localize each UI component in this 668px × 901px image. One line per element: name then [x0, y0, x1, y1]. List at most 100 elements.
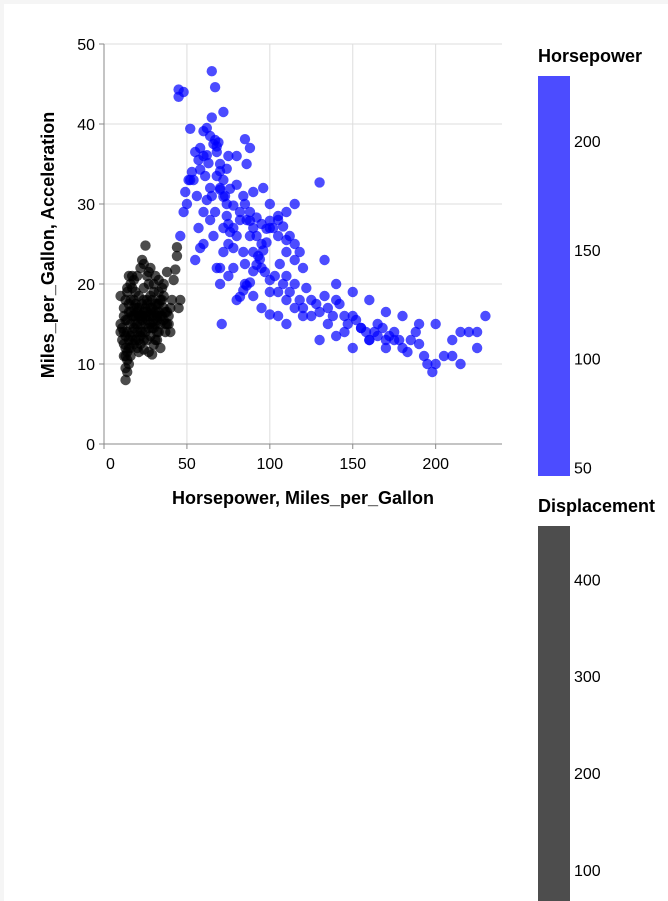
- point-horsepower-mpg: [319, 290, 330, 302]
- point-mpg-acceleration: [117, 334, 128, 346]
- point-mpg-acceleration: [140, 240, 151, 251]
- point-horsepower-mpg: [239, 134, 251, 145]
- point-horsepower-mpg: [239, 278, 251, 290]
- legend-tick-label: 100: [574, 863, 601, 880]
- point-mpg-acceleration: [135, 318, 146, 330]
- x-tick-label: 50: [178, 456, 196, 473]
- x-axis-ticks: 0 50 100 150 200: [103, 444, 449, 473]
- point-horsepower-mpg: [248, 290, 259, 302]
- point-horsepower-mpg: [410, 326, 421, 338]
- point-horsepower-mpg: [180, 186, 191, 198]
- point-horsepower-mpg: [204, 130, 216, 142]
- point-horsepower-mpg: [231, 179, 242, 190]
- point-horsepower-mpg: [364, 334, 375, 346]
- legend-tick-label: 50: [574, 460, 592, 477]
- legend-tick-label: 100: [574, 352, 601, 369]
- point-horsepower-mpg: [438, 350, 450, 362]
- point-horsepower-mpg: [190, 146, 201, 158]
- point-horsepower-mpg: [274, 258, 285, 270]
- point-horsepower-mpg: [216, 318, 227, 330]
- point-horsepower-mpg: [264, 286, 276, 298]
- point-horsepower-mpg: [413, 338, 425, 350]
- point-horsepower-mpg: [178, 86, 189, 98]
- point-horsepower-mpg: [183, 174, 194, 186]
- point-horsepower-mpg: [455, 326, 466, 338]
- point-horsepower-mpg: [211, 262, 222, 274]
- point-horsepower-mpg: [294, 246, 305, 258]
- point-horsepower-mpg: [277, 221, 289, 232]
- point-horsepower-mpg: [347, 342, 358, 354]
- point-horsepower-mpg: [175, 230, 186, 242]
- point-horsepower-mpg: [480, 310, 491, 322]
- point-horsepower-mpg: [355, 322, 367, 334]
- point-horsepower-mpg: [248, 266, 259, 277]
- point-mpg-acceleration: [146, 349, 158, 360]
- point-horsepower-mpg: [422, 358, 433, 370]
- point-horsepower-mpg: [272, 286, 284, 298]
- point-mpg-acceleration: [115, 326, 126, 338]
- point-mpg-acceleration: [166, 294, 178, 306]
- point-horsepower-mpg: [397, 310, 408, 322]
- point-horsepower-mpg: [281, 206, 292, 218]
- point-horsepower-mpg: [272, 210, 284, 222]
- legend-color-bar-horsepower: [538, 76, 570, 476]
- point-horsepower-mpg: [223, 150, 234, 162]
- point-horsepower-mpg: [190, 254, 201, 266]
- point-horsepower-mpg: [430, 358, 441, 370]
- point-horsepower-mpg: [314, 334, 325, 346]
- point-horsepower-mpg: [322, 302, 334, 314]
- point-horsepower-mpg: [193, 222, 204, 234]
- scatter-points: [115, 66, 491, 386]
- point-mpg-acceleration: [165, 302, 176, 314]
- point-horsepower-mpg: [218, 174, 229, 186]
- x-tick-label: 150: [339, 456, 366, 473]
- point-horsepower-mpg: [281, 294, 292, 306]
- legend-title-horsepower: Horsepower: [538, 46, 642, 66]
- point-mpg-acceleration: [138, 334, 149, 346]
- point-horsepower-mpg: [471, 326, 483, 338]
- point-horsepower-mpg: [206, 66, 217, 77]
- point-horsepower-mpg: [239, 198, 251, 210]
- point-horsepower-mpg: [248, 222, 259, 234]
- y-tick-label: 30: [77, 197, 95, 214]
- point-mpg-acceleration: [163, 310, 174, 322]
- point-horsepower-mpg: [269, 270, 281, 282]
- point-horsepower-mpg: [231, 294, 242, 306]
- legend-tick-label: 200: [574, 134, 601, 151]
- point-horsepower-mpg: [284, 230, 295, 242]
- point-horsepower-mpg: [258, 182, 269, 194]
- point-mpg-acceleration: [125, 330, 136, 342]
- point-mpg-acceleration: [136, 326, 148, 338]
- point-horsepower-mpg: [178, 206, 189, 218]
- point-horsepower-mpg: [447, 350, 458, 362]
- point-horsepower-mpg: [289, 198, 300, 210]
- point-horsepower-mpg: [191, 190, 203, 202]
- point-mpg-acceleration: [175, 294, 186, 306]
- point-mpg-acceleration: [120, 374, 131, 386]
- point-horsepower-mpg: [430, 318, 441, 330]
- chart-canvas: 0 10 20 30 40 50 0 50 100 150 200 Horsepower, Mil…: [4, 4, 668, 901]
- point-horsepower-mpg: [405, 334, 416, 346]
- y-axis-ticks: 0 10 20 30 40 50: [77, 37, 104, 454]
- point-horsepower-mpg: [238, 190, 249, 202]
- point-mpg-acceleration: [151, 326, 163, 338]
- point-mpg-acceleration: [171, 250, 183, 262]
- point-mpg-acceleration: [168, 274, 179, 286]
- point-horsepower-mpg: [201, 122, 213, 134]
- legend-title-displacement: Displacement: [538, 496, 655, 516]
- point-horsepower-mpg: [241, 158, 252, 170]
- point-mpg-acceleration: [126, 282, 138, 294]
- point-mpg-acceleration: [118, 350, 130, 362]
- legend-tick-label: 400: [574, 572, 601, 589]
- legend-tick-label: 200: [574, 766, 601, 783]
- legend-displacement: Displacement 400 300 200 100: [538, 496, 655, 901]
- point-horsepower-mpg: [261, 237, 272, 248]
- legend-horsepower: Horsepower 200 150 100 50: [538, 46, 642, 477]
- point-horsepower-mpg: [330, 278, 342, 290]
- point-horsepower-mpg: [218, 106, 229, 118]
- point-horsepower-mpg: [297, 302, 309, 314]
- point-horsepower-mpg: [289, 238, 300, 250]
- point-mpg-acceleration: [151, 310, 163, 322]
- point-horsepower-mpg: [334, 298, 345, 310]
- point-horsepower-mpg: [372, 330, 383, 342]
